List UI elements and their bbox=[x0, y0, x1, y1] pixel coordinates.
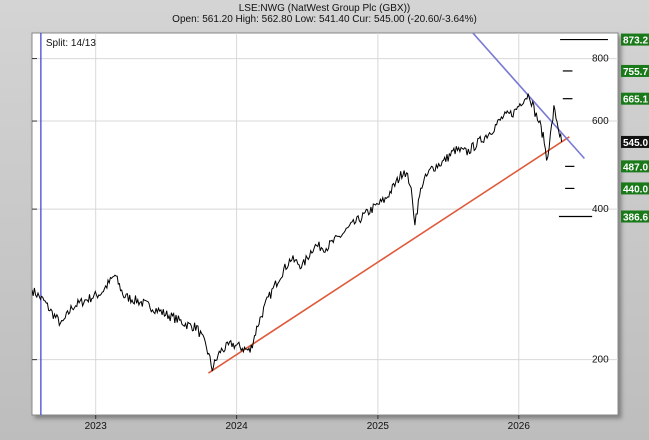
price-tag-label: 665.1 bbox=[623, 95, 648, 106]
price-tag bbox=[621, 160, 649, 173]
price-tag bbox=[621, 64, 649, 77]
split-label: Split: 14/13 bbox=[46, 38, 96, 49]
plot-area bbox=[31, 32, 619, 416]
price-tag-label: 545.0 bbox=[623, 138, 648, 149]
price-tag-label: 386.6 bbox=[623, 213, 648, 224]
ohlc-readout: Open: 561.20 High: 562.80 Low: 541.40 Cu… bbox=[172, 14, 477, 25]
x-tick-label: 2025 bbox=[367, 421, 390, 432]
y-tick-label: 600 bbox=[592, 116, 609, 127]
price-tag bbox=[621, 182, 649, 195]
plot-content: Split: 14/13 bbox=[32, 33, 608, 415]
trend-line bbox=[207, 136, 570, 374]
x-tick-label: 2024 bbox=[225, 421, 248, 432]
price-tag-label: 755.7 bbox=[623, 67, 648, 78]
price-tag-label: 873.2 bbox=[623, 36, 648, 47]
price-tag bbox=[621, 33, 649, 46]
x-tick-label: 2023 bbox=[85, 421, 108, 432]
axis-ticks: 200 400 600 800 2023 2024 2025 2026 bbox=[32, 54, 609, 432]
y-tick-label: 800 bbox=[592, 54, 609, 65]
trend-line bbox=[471, 33, 586, 160]
price-tag bbox=[621, 92, 649, 105]
grid bbox=[32, 33, 618, 415]
price-tags: 873.2 755.7 665.1 545.0 487.0 440.0 386.6 bbox=[621, 33, 649, 224]
y-tick-label: 400 bbox=[592, 204, 609, 215]
y-tick-label: 200 bbox=[592, 355, 609, 366]
price-tag-label: 440.0 bbox=[623, 184, 648, 195]
price-tag bbox=[621, 135, 649, 148]
price-tag bbox=[621, 210, 649, 223]
price-line bbox=[32, 93, 563, 372]
chart-title: LSE:NWG (NatWest Group Plc (GBX)) bbox=[238, 3, 411, 14]
x-tick-label: 2026 bbox=[508, 421, 531, 432]
price-tag-label: 487.0 bbox=[623, 162, 648, 173]
